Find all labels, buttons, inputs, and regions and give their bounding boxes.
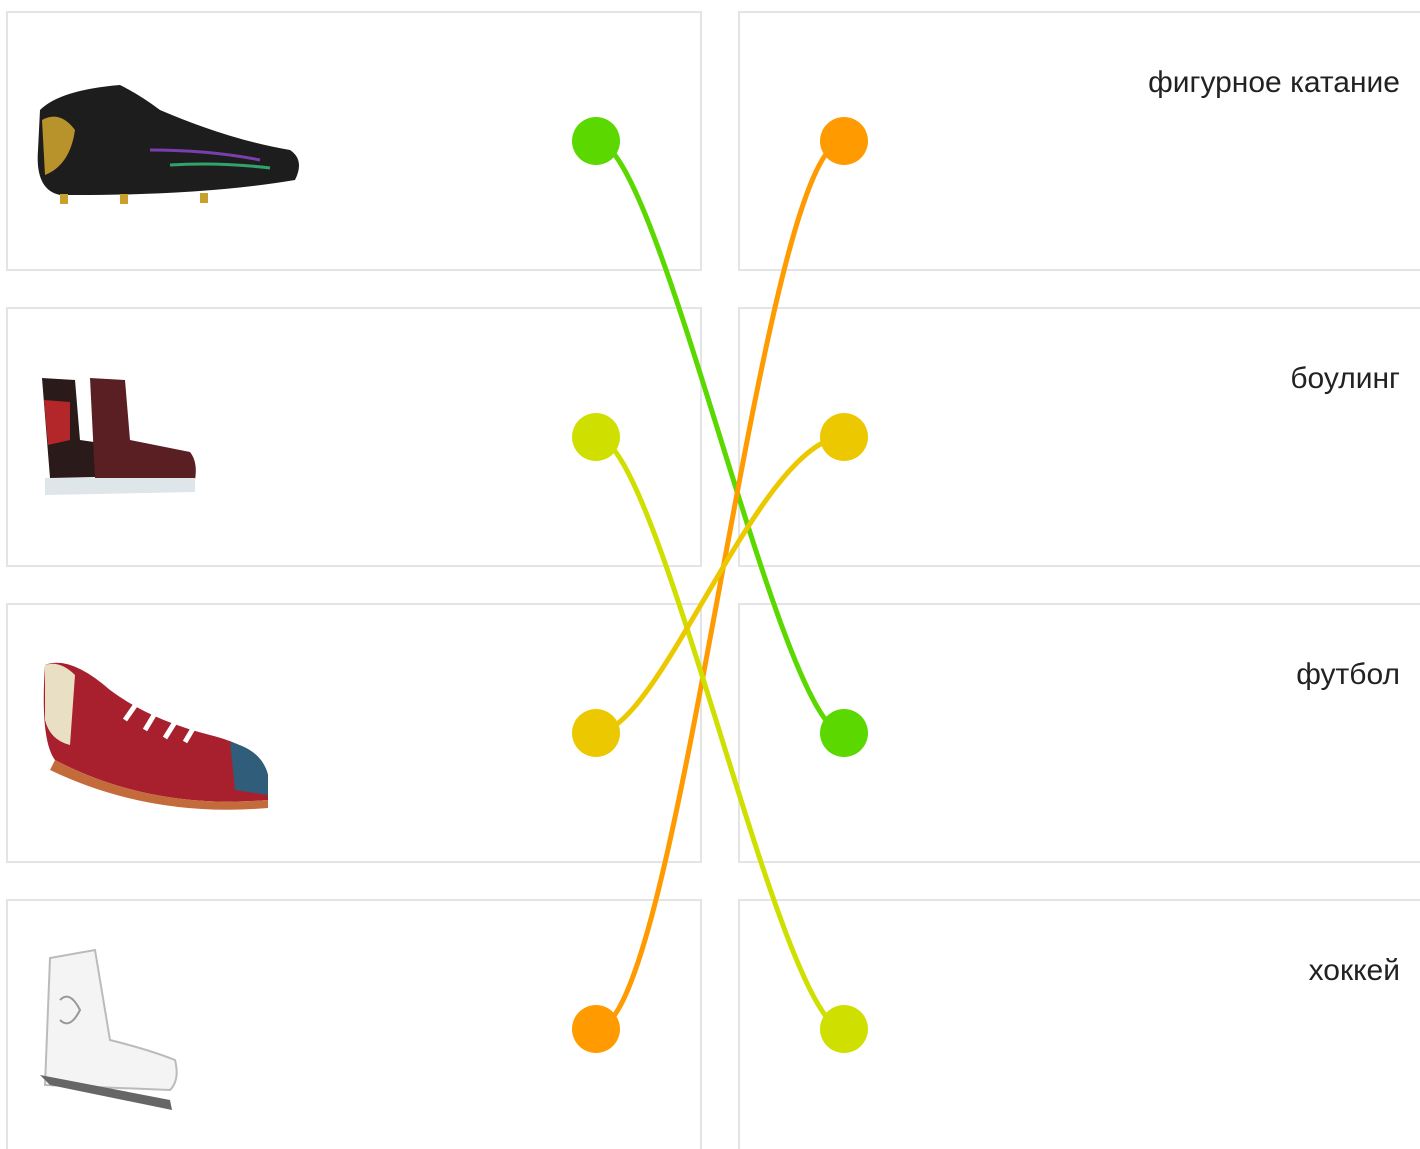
answer-label: боулинг [1290,362,1400,395]
answer-label: футбол [1296,658,1400,691]
connector-dot[interactable] [572,1005,620,1053]
connector-dot[interactable] [572,709,620,757]
connector-dot[interactable] [820,413,868,461]
answer-label: хоккей [1309,954,1400,987]
answer-label: фигурное катание [1148,66,1400,99]
connector-dot[interactable] [572,117,620,165]
matching-exercise: фигурное катание боулинг футбол хоккей [0,0,1420,1149]
connector-dot[interactable] [820,117,868,165]
connection-line [596,141,844,1029]
connector-dot[interactable] [820,1005,868,1053]
connector-dot[interactable] [572,413,620,461]
connector-dot[interactable] [820,709,868,757]
